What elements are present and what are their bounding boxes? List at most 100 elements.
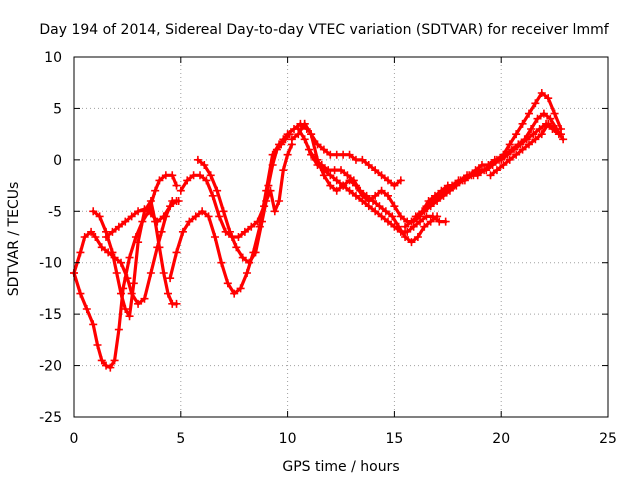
data-point-marker — [163, 289, 172, 298]
data-point-marker — [300, 135, 309, 144]
data-point-marker — [364, 197, 373, 205]
data-point-marker — [401, 233, 410, 241]
data-point-marker — [403, 227, 412, 236]
data-point-marker — [215, 212, 224, 221]
data-point-marker — [377, 171, 386, 180]
data-point-marker — [266, 186, 275, 195]
data-point-marker — [176, 186, 185, 195]
data-point-marker — [285, 130, 294, 139]
data-point-marker — [345, 186, 354, 195]
data-point-marker — [240, 227, 249, 236]
data-point-marker — [535, 125, 544, 133]
data-point-marker — [146, 209, 155, 218]
data-point-marker — [430, 191, 439, 200]
data-point-marker — [332, 176, 341, 185]
data-point-marker — [76, 289, 85, 298]
data-point-marker — [445, 186, 454, 195]
series-arc-10 — [304, 145, 442, 247]
y-tick-label: -25 — [39, 410, 62, 426]
data-point-marker — [450, 181, 459, 190]
data-point-marker — [91, 233, 100, 241]
data-point-marker — [544, 119, 553, 128]
data-point-marker — [106, 363, 115, 372]
data-point-marker — [102, 361, 111, 370]
data-point-marker — [390, 202, 399, 211]
data-point-marker — [550, 125, 559, 133]
data-point-marker — [512, 150, 521, 159]
data-point-marker — [456, 176, 465, 185]
data-point-marker — [129, 279, 138, 288]
data-point-marker — [396, 212, 405, 221]
data-point-marker — [127, 212, 136, 221]
data-point-marker — [524, 140, 533, 149]
x-axis-label: GPS time / hours — [282, 459, 399, 475]
data-point-marker — [294, 130, 303, 139]
data-point-marker — [196, 171, 205, 180]
data-point-marker — [168, 171, 177, 180]
series-line — [414, 112, 565, 218]
data-point-marker — [559, 135, 568, 144]
data-point-marker — [191, 212, 200, 221]
data-point-marker — [495, 155, 504, 164]
data-point-marker — [550, 109, 559, 118]
data-point-marker — [146, 197, 155, 205]
data-point-marker — [358, 155, 367, 164]
data-point-marker — [185, 217, 194, 226]
data-point-marker — [125, 312, 134, 321]
series-arc-11 — [287, 119, 425, 226]
data-point-marker — [193, 155, 202, 164]
data-point-marker — [76, 248, 85, 257]
data-point-marker — [424, 197, 433, 205]
data-point-marker — [381, 207, 390, 216]
data-point-marker — [518, 145, 527, 154]
data-point-marker — [524, 109, 533, 118]
data-point-marker — [277, 140, 286, 149]
data-point-marker — [102, 233, 111, 241]
series-arc-14 — [411, 109, 568, 221]
data-point-marker — [264, 181, 273, 190]
data-point-marker — [230, 289, 239, 298]
data-point-marker — [492, 166, 501, 175]
series-line — [424, 91, 563, 208]
data-point-marker — [283, 150, 292, 159]
data-point-marker — [343, 171, 352, 180]
series-arc-7 — [193, 140, 296, 267]
data-point-marker — [116, 289, 125, 298]
series-line — [168, 122, 309, 296]
data-point-marker — [420, 222, 429, 231]
x-tick-label: 0 — [70, 431, 79, 447]
data-point-marker — [275, 197, 284, 205]
data-point-marker — [351, 181, 360, 190]
data-point-marker — [505, 155, 514, 164]
data-point-marker — [319, 171, 328, 180]
x-tick-label: 5 — [176, 431, 185, 447]
x-tick-label: 20 — [492, 431, 510, 447]
data-point-marker — [198, 207, 207, 216]
data-point-marker — [411, 212, 420, 221]
y-tick-label: -15 — [39, 307, 62, 323]
y-tick-label: -10 — [39, 256, 62, 272]
data-point-marker — [121, 217, 130, 226]
data-point-marker — [469, 171, 478, 180]
data-point-marker — [251, 248, 260, 257]
data-point-marker — [208, 191, 217, 200]
data-point-marker — [270, 207, 279, 216]
data-point-marker — [377, 186, 386, 195]
data-point-marker — [418, 207, 427, 216]
data-point-marker — [172, 197, 181, 205]
data-point-marker — [134, 299, 143, 308]
data-point-marker — [140, 205, 149, 214]
x-tick-labels: 0 5 10 15 20 25 — [70, 431, 617, 447]
data-point-marker — [225, 227, 234, 236]
data-point-marker — [533, 114, 542, 123]
data-point-marker — [371, 166, 380, 175]
data-point-marker — [121, 305, 130, 313]
tick-marks — [73, 56, 609, 418]
data-point-marker — [125, 253, 134, 262]
data-point-marker — [531, 99, 540, 108]
data-point-marker — [364, 161, 373, 169]
data-point-marker — [287, 135, 296, 144]
data-point-marker — [245, 258, 254, 267]
data-point-marker — [206, 171, 215, 180]
data-point-marker — [482, 166, 491, 175]
